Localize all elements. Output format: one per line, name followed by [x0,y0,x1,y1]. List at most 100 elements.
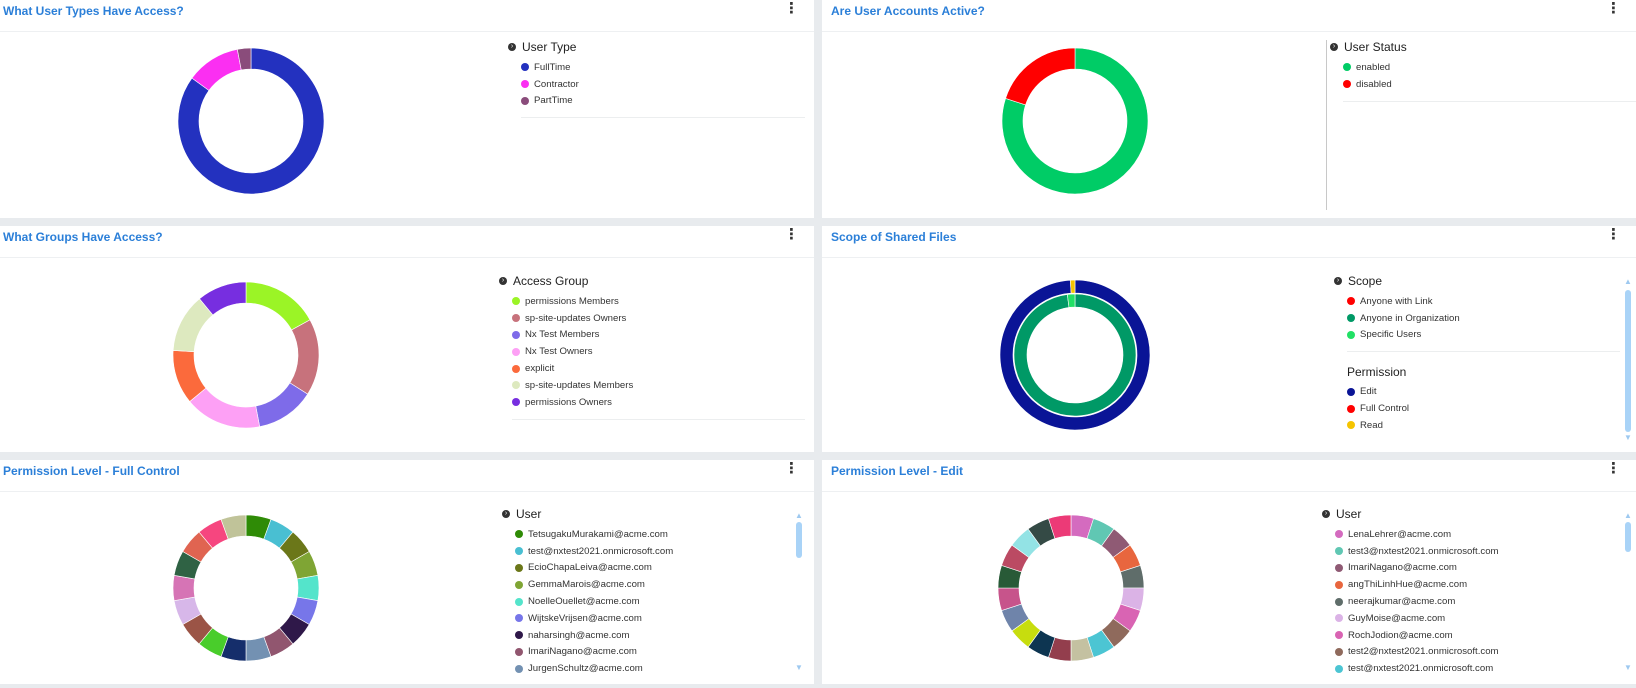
scroll-up-icon[interactable]: ▲ [1624,511,1632,520]
panel-title[interactable]: Permission Level - Full Control [3,464,180,478]
legend-item[interactable]: sp-site-updates Members [512,377,805,394]
donut-segment[interactable] [199,281,247,316]
legend-item[interactable]: disabled [1343,76,1636,93]
legend-item[interactable]: WijtskeVrijsen@acme.com [515,610,792,627]
legend-item[interactable]: test@nxtest2021.onmicrosoft.com [1335,660,1612,677]
legend-item[interactable]: test3@nxtest2021.onmicrosoft.com [1335,543,1612,560]
legend-item[interactable]: Read [1347,417,1620,434]
scroll-down-icon[interactable]: ▼ [1624,663,1632,672]
legend-item[interactable]: Anyone in Organization [1347,310,1620,327]
donut-segment[interactable] [1067,293,1076,308]
donut-segment[interactable] [1001,47,1149,195]
legend-item[interactable]: GemmaMarois@acme.com [515,576,792,593]
legend-item[interactable]: EcioChapaLeiva@acme.com [515,560,792,577]
donut-segment[interactable] [1069,279,1076,294]
legend-item[interactable]: Edit [1347,383,1620,400]
legend-item[interactable]: Full Control [1347,400,1620,417]
donut-segment[interactable] [296,574,320,602]
legend-item[interactable]: RochJodion@acme.com [1335,627,1612,644]
legend-header[interactable]: › Access Group [499,271,805,291]
scrollbar-thumb[interactable] [1625,290,1631,432]
chevron-right-icon[interactable]: › [502,510,510,518]
donut-segment[interactable] [289,319,320,395]
legend-item[interactable]: Nx Test Members [512,327,805,344]
panel-title[interactable]: What Groups Have Access? [3,230,163,244]
donut-segment[interactable] [1048,514,1072,539]
donut-segment[interactable] [220,514,247,540]
legend-item[interactable]: Nx Test Owners [512,343,805,360]
legend-scrollbar[interactable]: ▲ ▼ [795,512,803,676]
legend-item[interactable]: test2@nxtest2021.onmicrosoft.com [1335,644,1612,661]
more-options-icon[interactable]: ⋮ [1606,0,1621,17]
panel-title[interactable]: Scope of Shared Files [831,230,957,244]
donut-segment[interactable] [1013,293,1137,417]
legend-swatch [515,547,523,556]
legend-swatch [515,580,523,589]
chevron-right-icon[interactable]: › [499,277,507,285]
legend-item[interactable]: sp-site-updates Owners [512,310,805,327]
scrollbar-thumb[interactable] [796,522,802,558]
legend-item[interactable]: NoelleOuellet@acme.com [515,593,792,610]
legend-item[interactable]: FullTime [521,59,805,76]
donut-segment[interactable] [189,387,261,429]
scroll-down-icon[interactable]: ▼ [795,663,803,672]
legend-item[interactable]: LenaLehrer@acme.com [1335,526,1612,543]
legend-item[interactable]: naharsingh@acme.com [515,627,792,644]
more-options-icon[interactable]: ⋮ [784,226,799,243]
chevron-right-icon[interactable]: › [508,43,516,51]
legend-item[interactable]: permissions Owners [512,394,805,411]
legend-label: Contractor [534,78,579,90]
legend-item[interactable]: ImariNagano@acme.com [1335,560,1612,577]
legend-swatch [515,664,523,673]
more-options-icon[interactable]: ⋮ [784,460,799,477]
legend-scrollbar[interactable]: ▲ ▼ [1624,512,1632,676]
legend-item[interactable]: permissions Members [512,293,805,310]
legend-header[interactable]: › Scope [1334,271,1620,291]
chevron-right-icon[interactable]: › [1330,43,1338,51]
scroll-down-icon[interactable]: ▼ [1624,433,1632,442]
legend-label: sp-site-updates Owners [525,312,627,324]
legend-header[interactable]: › User Status [1330,37,1636,57]
legend-item[interactable]: explicit [512,360,805,377]
panel-title[interactable]: Permission Level - Edit [831,464,964,478]
scrollbar-thumb[interactable] [1625,522,1631,552]
donut-segment[interactable] [236,47,252,71]
legend-scrollbar[interactable]: ▲ ▼ [1624,278,1632,442]
donut-segment[interactable] [255,382,309,428]
chevron-right-icon[interactable]: › [1334,277,1342,285]
legend-item[interactable]: JurgenSchultz@acme.com [515,660,792,677]
donut-segment[interactable] [172,574,196,602]
donut-segment[interactable] [245,281,311,331]
legend-item[interactable]: Specific Users [1347,327,1620,344]
legend-header[interactable]: › User [502,504,792,524]
legend-item[interactable]: angThiLinhHue@acme.com [1335,576,1612,593]
legend-item[interactable]: test@nxtest2021.onmicrosoft.com [515,543,792,560]
legend-item[interactable]: neerajkumar@acme.com [1335,593,1612,610]
scroll-up-icon[interactable]: ▲ [1624,277,1632,286]
legend-header[interactable]: › User [1322,504,1612,524]
legend-item[interactable]: ImariNagano@acme.com [515,644,792,661]
more-options-icon[interactable]: ⋮ [1606,226,1621,243]
legend-item[interactable]: PartTime [521,93,805,110]
legend-item[interactable]: Contractor [521,76,805,93]
panel-title[interactable]: What User Types Have Access? [3,4,184,18]
legend-swatch [512,330,520,339]
legend-item[interactable]: enabled [1343,59,1636,76]
chevron-right-icon[interactable]: › [1322,510,1330,518]
donut-segment[interactable] [999,279,1151,431]
donut-segment[interactable] [1005,47,1076,106]
legend-item[interactable]: TetsugakuMurakami@acme.com [515,526,792,543]
more-options-icon[interactable]: ⋮ [784,0,799,17]
legend-item[interactable]: Anyone with Link [1347,293,1620,310]
legend-label: Edit [1360,386,1377,398]
donut-segment[interactable] [177,47,325,195]
legend-label: test@nxtest2021.onmicrosoft.com [528,545,674,557]
legend-swatch [1347,404,1355,413]
legend-label: permissions Owners [525,396,612,408]
scroll-up-icon[interactable]: ▲ [795,511,803,520]
legend-header[interactable]: › User Type [508,37,805,57]
legend-item[interactable]: GuyMoise@acme.com [1335,610,1612,627]
panel-title[interactable]: Are User Accounts Active? [831,4,985,18]
legend-swatch [515,614,523,623]
more-options-icon[interactable]: ⋮ [1606,460,1621,477]
